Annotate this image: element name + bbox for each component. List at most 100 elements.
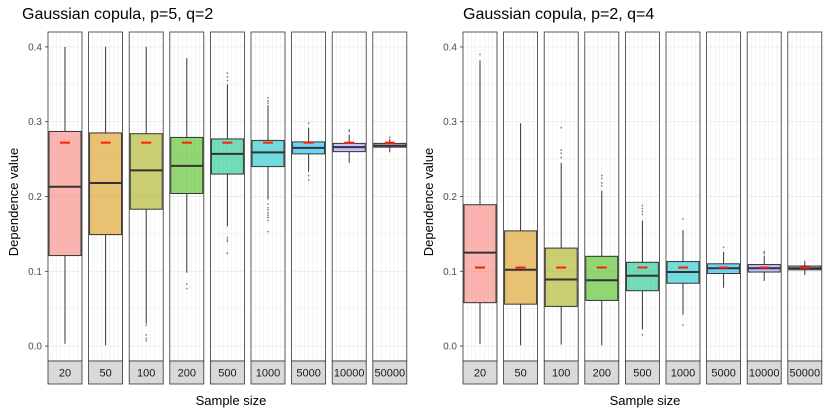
strip-label: 100	[137, 368, 155, 380]
outlier-point	[145, 333, 148, 336]
right-panel-10000: 10000	[746, 31, 782, 385]
left-panel-20: 20	[47, 31, 83, 385]
outlier-point	[682, 218, 684, 220]
outlier-point	[560, 156, 563, 159]
box	[463, 204, 497, 304]
right-panel-50: 50	[503, 31, 539, 385]
outlier-point	[600, 185, 603, 187]
outlier-point	[226, 72, 229, 75]
strip-label: 500	[218, 368, 236, 380]
strip-label: 200	[178, 368, 196, 380]
strip-background	[128, 360, 164, 385]
right-panel-5000: 5000	[706, 31, 741, 385]
strip-background	[372, 360, 408, 385]
left-panel-50: 50	[88, 31, 123, 385]
left-facet-panels: 20 50 100 200 500 1000 5000 10000 50000	[47, 31, 408, 385]
right-plot: Gaussian copula, p=2, q=4 Dependence val…	[421, 6, 823, 408]
strip-label: 5000	[711, 368, 735, 380]
right-y-tick-label: 0.0	[443, 342, 457, 353]
strip-background	[706, 360, 741, 385]
outlier-point	[388, 136, 391, 139]
strip-label: 50000	[375, 368, 406, 380]
left-panel-200: 200	[169, 31, 205, 385]
strip-background	[503, 360, 539, 385]
outlier-point	[600, 182, 603, 184]
right-facet-panels: 20 50 100 200 500 1000 5000 10000 50000	[462, 31, 823, 385]
box	[129, 133, 163, 210]
strip-label: 50	[99, 368, 111, 380]
left-y-axis-label: Dependence value	[6, 148, 21, 256]
strip-background	[746, 360, 782, 385]
right-plot-title: Gaussian copula, p=2, q=4	[463, 6, 654, 23]
strip-background	[462, 360, 498, 385]
strip-label: 5000	[296, 368, 320, 380]
left-y-ticks: 0.0 0.1 0.2 0.3 0.4	[28, 42, 48, 353]
outlier-point	[226, 79, 229, 82]
left-y-tick-label: 0.4	[28, 42, 42, 53]
box	[544, 247, 578, 307]
right-y-axis-label: Dependence value	[421, 148, 436, 256]
outlier-point	[267, 212, 269, 214]
outlier-point	[600, 174, 603, 177]
box	[251, 139, 285, 168]
outlier-point	[226, 236, 229, 239]
outlier-point	[641, 333, 644, 336]
left-panel-50000: 50000	[372, 31, 408, 385]
right-y-tick-label: 0.2	[443, 192, 457, 203]
strip-background	[169, 360, 205, 385]
strip-label: 20	[59, 368, 71, 380]
outlier-point	[641, 213, 644, 216]
strip-background	[543, 360, 579, 385]
outlier-point	[145, 324, 148, 327]
strip-label: 50000	[790, 368, 821, 380]
right-y-ticks: 0.0 0.1 0.2 0.3 0.4	[443, 42, 463, 353]
outlier-point	[267, 206, 269, 209]
outlier-point	[267, 96, 269, 99]
strip-label: 1000	[671, 368, 695, 380]
outlier-point	[226, 238, 229, 241]
outlier-point	[600, 177, 603, 180]
outlier-point	[267, 216, 269, 219]
outlier-point	[145, 339, 148, 342]
outlier-point	[560, 152, 563, 155]
right-panel-500: 500	[625, 31, 660, 385]
box	[48, 130, 82, 257]
left-y-tick-label: 0.3	[28, 117, 42, 128]
right-y-tick-label: 0.3	[443, 117, 457, 128]
outlier-point	[348, 129, 351, 131]
outlier-point	[348, 130, 351, 133]
outlier-point	[560, 126, 563, 129]
outlier-point	[641, 210, 644, 213]
outlier-point	[641, 204, 644, 207]
outlier-point	[226, 240, 229, 243]
left-panel-5000: 5000	[291, 31, 327, 385]
strip-background	[625, 360, 660, 385]
strip-background	[291, 360, 327, 385]
outlier-point	[226, 252, 229, 255]
right-panel-100: 100	[543, 31, 579, 385]
outlier-point	[560, 149, 563, 152]
outlier-point	[267, 230, 269, 233]
left-plot: Gaussian copula, p=5, q=2 Dependence val…	[6, 6, 408, 408]
outlier-point	[226, 75, 229, 78]
left-panel-500: 500	[209, 31, 245, 385]
strip-label: 500	[633, 368, 651, 380]
outlier-point	[763, 250, 766, 253]
strip-background	[787, 360, 823, 385]
left-x-axis-label: Sample size	[196, 393, 267, 408]
strip-background	[584, 360, 620, 385]
left-y-tick-label: 0.1	[28, 267, 42, 278]
right-panel-50000: 50000	[787, 31, 823, 385]
left-panel-10000: 10000	[331, 31, 367, 385]
left-plot-title: Gaussian copula, p=5, q=2	[22, 6, 213, 23]
outlier-point	[641, 207, 644, 210]
outlier-point	[185, 283, 188, 285]
strip-label: 200	[593, 368, 611, 380]
left-panel-1000: 1000	[250, 31, 286, 385]
outlier-point	[682, 324, 684, 327]
strip-background	[250, 360, 286, 385]
strip-background	[665, 360, 701, 385]
strip-background	[331, 360, 367, 385]
outlier-point	[267, 209, 269, 211]
